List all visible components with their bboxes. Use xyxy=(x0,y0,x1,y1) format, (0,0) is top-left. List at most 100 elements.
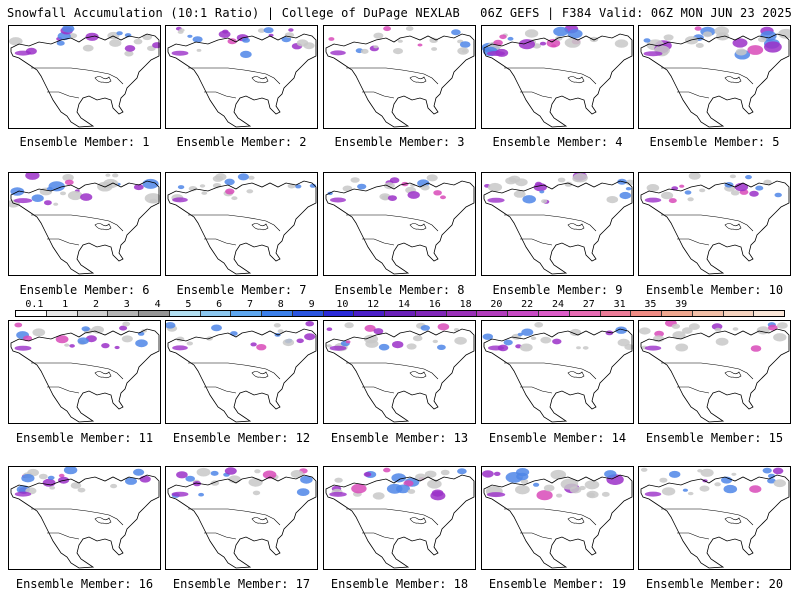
snowfall-color-legend: 0.1 1 2 3 4 5 6 7 8 9 10 12 14 16 18 20 22 24 27 31 35 39 xyxy=(15,299,785,318)
legend-color-bar xyxy=(15,310,785,317)
coastline xyxy=(10,33,160,128)
ensemble-member-label: Ensemble Member: 15 xyxy=(645,431,784,445)
ensemble-member-label: Ensemble Member: 2 xyxy=(176,135,307,149)
us-mexico-border xyxy=(204,238,237,246)
legend-swatch xyxy=(723,311,755,316)
ensemble-map-panel-15 xyxy=(638,320,791,424)
ensemble-member-label: Ensemble Member: 1 xyxy=(19,135,150,149)
legend-swatch xyxy=(77,311,109,316)
coastline xyxy=(325,180,475,275)
ensemble-member-label: Ensemble Member: 11 xyxy=(15,431,154,445)
legend-tick-label: 18 xyxy=(459,299,472,310)
snowfall-map xyxy=(639,467,790,569)
legend-swatch xyxy=(477,311,509,316)
great-lakes xyxy=(409,371,427,379)
coastline xyxy=(10,474,160,569)
us-mexico-border xyxy=(362,91,395,99)
legend-tick-label: 31 xyxy=(613,299,626,310)
us-mexico-border xyxy=(677,532,710,540)
ensemble-map-panel-16 xyxy=(8,466,161,570)
ensemble-member-label: Ensemble Member: 14 xyxy=(488,431,627,445)
legend-swatch xyxy=(631,311,663,316)
legend-tick-label: 20 xyxy=(490,299,503,310)
legend-swatch xyxy=(323,311,355,316)
coastline xyxy=(325,33,475,128)
legend-swatch xyxy=(16,311,47,316)
us-canada-border xyxy=(661,67,754,85)
legend-swatch xyxy=(108,311,140,316)
ensemble-member-label: Ensemble Member: 17 xyxy=(172,577,311,591)
legend-swatch xyxy=(692,311,724,316)
ensemble-map-panel-18 xyxy=(323,466,476,570)
legend-swatch xyxy=(385,311,416,316)
snowfall-map xyxy=(639,321,790,423)
us-canada-border xyxy=(31,214,124,232)
ensemble-map-panel-8 xyxy=(323,172,476,276)
us-canada-border xyxy=(346,362,439,380)
ensemble-member-label: Ensemble Member: 3 xyxy=(334,135,465,149)
great-lakes xyxy=(567,76,585,84)
ensemble-map-panel-5 xyxy=(638,25,791,129)
legend-tick-label: 7 xyxy=(246,299,254,310)
map-title: Snowfall Accumulation (10:1 Ratio) | Col… xyxy=(7,6,460,20)
ensemble-map-panel-11 xyxy=(8,320,161,424)
great-lakes xyxy=(94,223,112,231)
snowfall-map xyxy=(9,26,160,128)
legend-swatch xyxy=(231,311,263,316)
great-lakes xyxy=(567,371,585,379)
snowfall-shading xyxy=(9,26,160,57)
snowfall-shading xyxy=(639,321,788,352)
us-mexico-border xyxy=(520,238,553,246)
us-mexico-border xyxy=(47,238,80,246)
snowfall-shading xyxy=(482,322,633,352)
ensemble-member-label: Ensemble Member: 8 xyxy=(334,283,465,297)
snowfall-shading xyxy=(14,321,148,351)
legend-tick-label: 12 xyxy=(367,299,380,310)
us-mexico-border xyxy=(47,386,80,394)
legend-swatch xyxy=(754,311,785,316)
us-mexico-border xyxy=(362,532,395,540)
snowfall-shading xyxy=(171,173,317,203)
ensemble-member-label: Ensemble Member: 20 xyxy=(645,577,784,591)
legend-tick-label: 24 xyxy=(551,299,565,310)
ensemble-map-panel-2 xyxy=(165,25,318,129)
ensemble-map-panel-14 xyxy=(481,320,634,424)
us-canada-border xyxy=(188,214,281,232)
ensemble-member-label: Ensemble Member: 5 xyxy=(649,135,780,149)
great-lakes xyxy=(567,223,585,231)
ensemble-member-label: Ensemble Member: 9 xyxy=(492,283,623,297)
snowfall-map xyxy=(324,467,475,569)
us-mexico-border xyxy=(362,386,395,394)
snowfall-map xyxy=(482,321,633,423)
great-lakes xyxy=(251,223,269,231)
legend-swatch xyxy=(46,311,78,316)
us-mexico-border xyxy=(677,91,710,99)
snowfall-shading xyxy=(482,468,624,501)
valid-time-label: 06Z GEFS | F384 Valid: 06Z MON JUN 23 20… xyxy=(480,6,792,20)
snowfall-shading xyxy=(640,467,786,497)
ensemble-map-panel-7 xyxy=(165,172,318,276)
legend-tick-label: 0.1 xyxy=(25,299,44,310)
great-lakes xyxy=(94,76,112,84)
legend-tick-label: 2 xyxy=(92,299,100,310)
ensemble-map-panel-1 xyxy=(8,25,161,129)
us-mexico-border xyxy=(520,386,553,394)
legend-swatch xyxy=(200,311,232,316)
snowfall-shading xyxy=(328,26,471,56)
snowfall-map xyxy=(166,173,317,275)
legend-swatch xyxy=(139,311,170,316)
legend-tick-label: 8 xyxy=(277,299,284,310)
ensemble-map-panel-6 xyxy=(8,172,161,276)
snowfall-map xyxy=(166,321,317,423)
coastline xyxy=(167,474,317,569)
ensemble-member-label: Ensemble Member: 6 xyxy=(19,283,150,297)
us-mexico-border xyxy=(520,532,553,540)
snowfall-shading xyxy=(171,467,313,498)
ensemble-map-panel-19 xyxy=(481,466,634,570)
ensemble-member-label: Ensemble Member: 16 xyxy=(15,577,154,591)
ensemble-member-label: Ensemble Member: 10 xyxy=(645,283,784,297)
great-lakes xyxy=(724,371,742,379)
ensemble-member-label: Ensemble Member: 18 xyxy=(330,577,469,591)
coastline xyxy=(325,328,475,423)
us-canada-border xyxy=(504,362,597,380)
